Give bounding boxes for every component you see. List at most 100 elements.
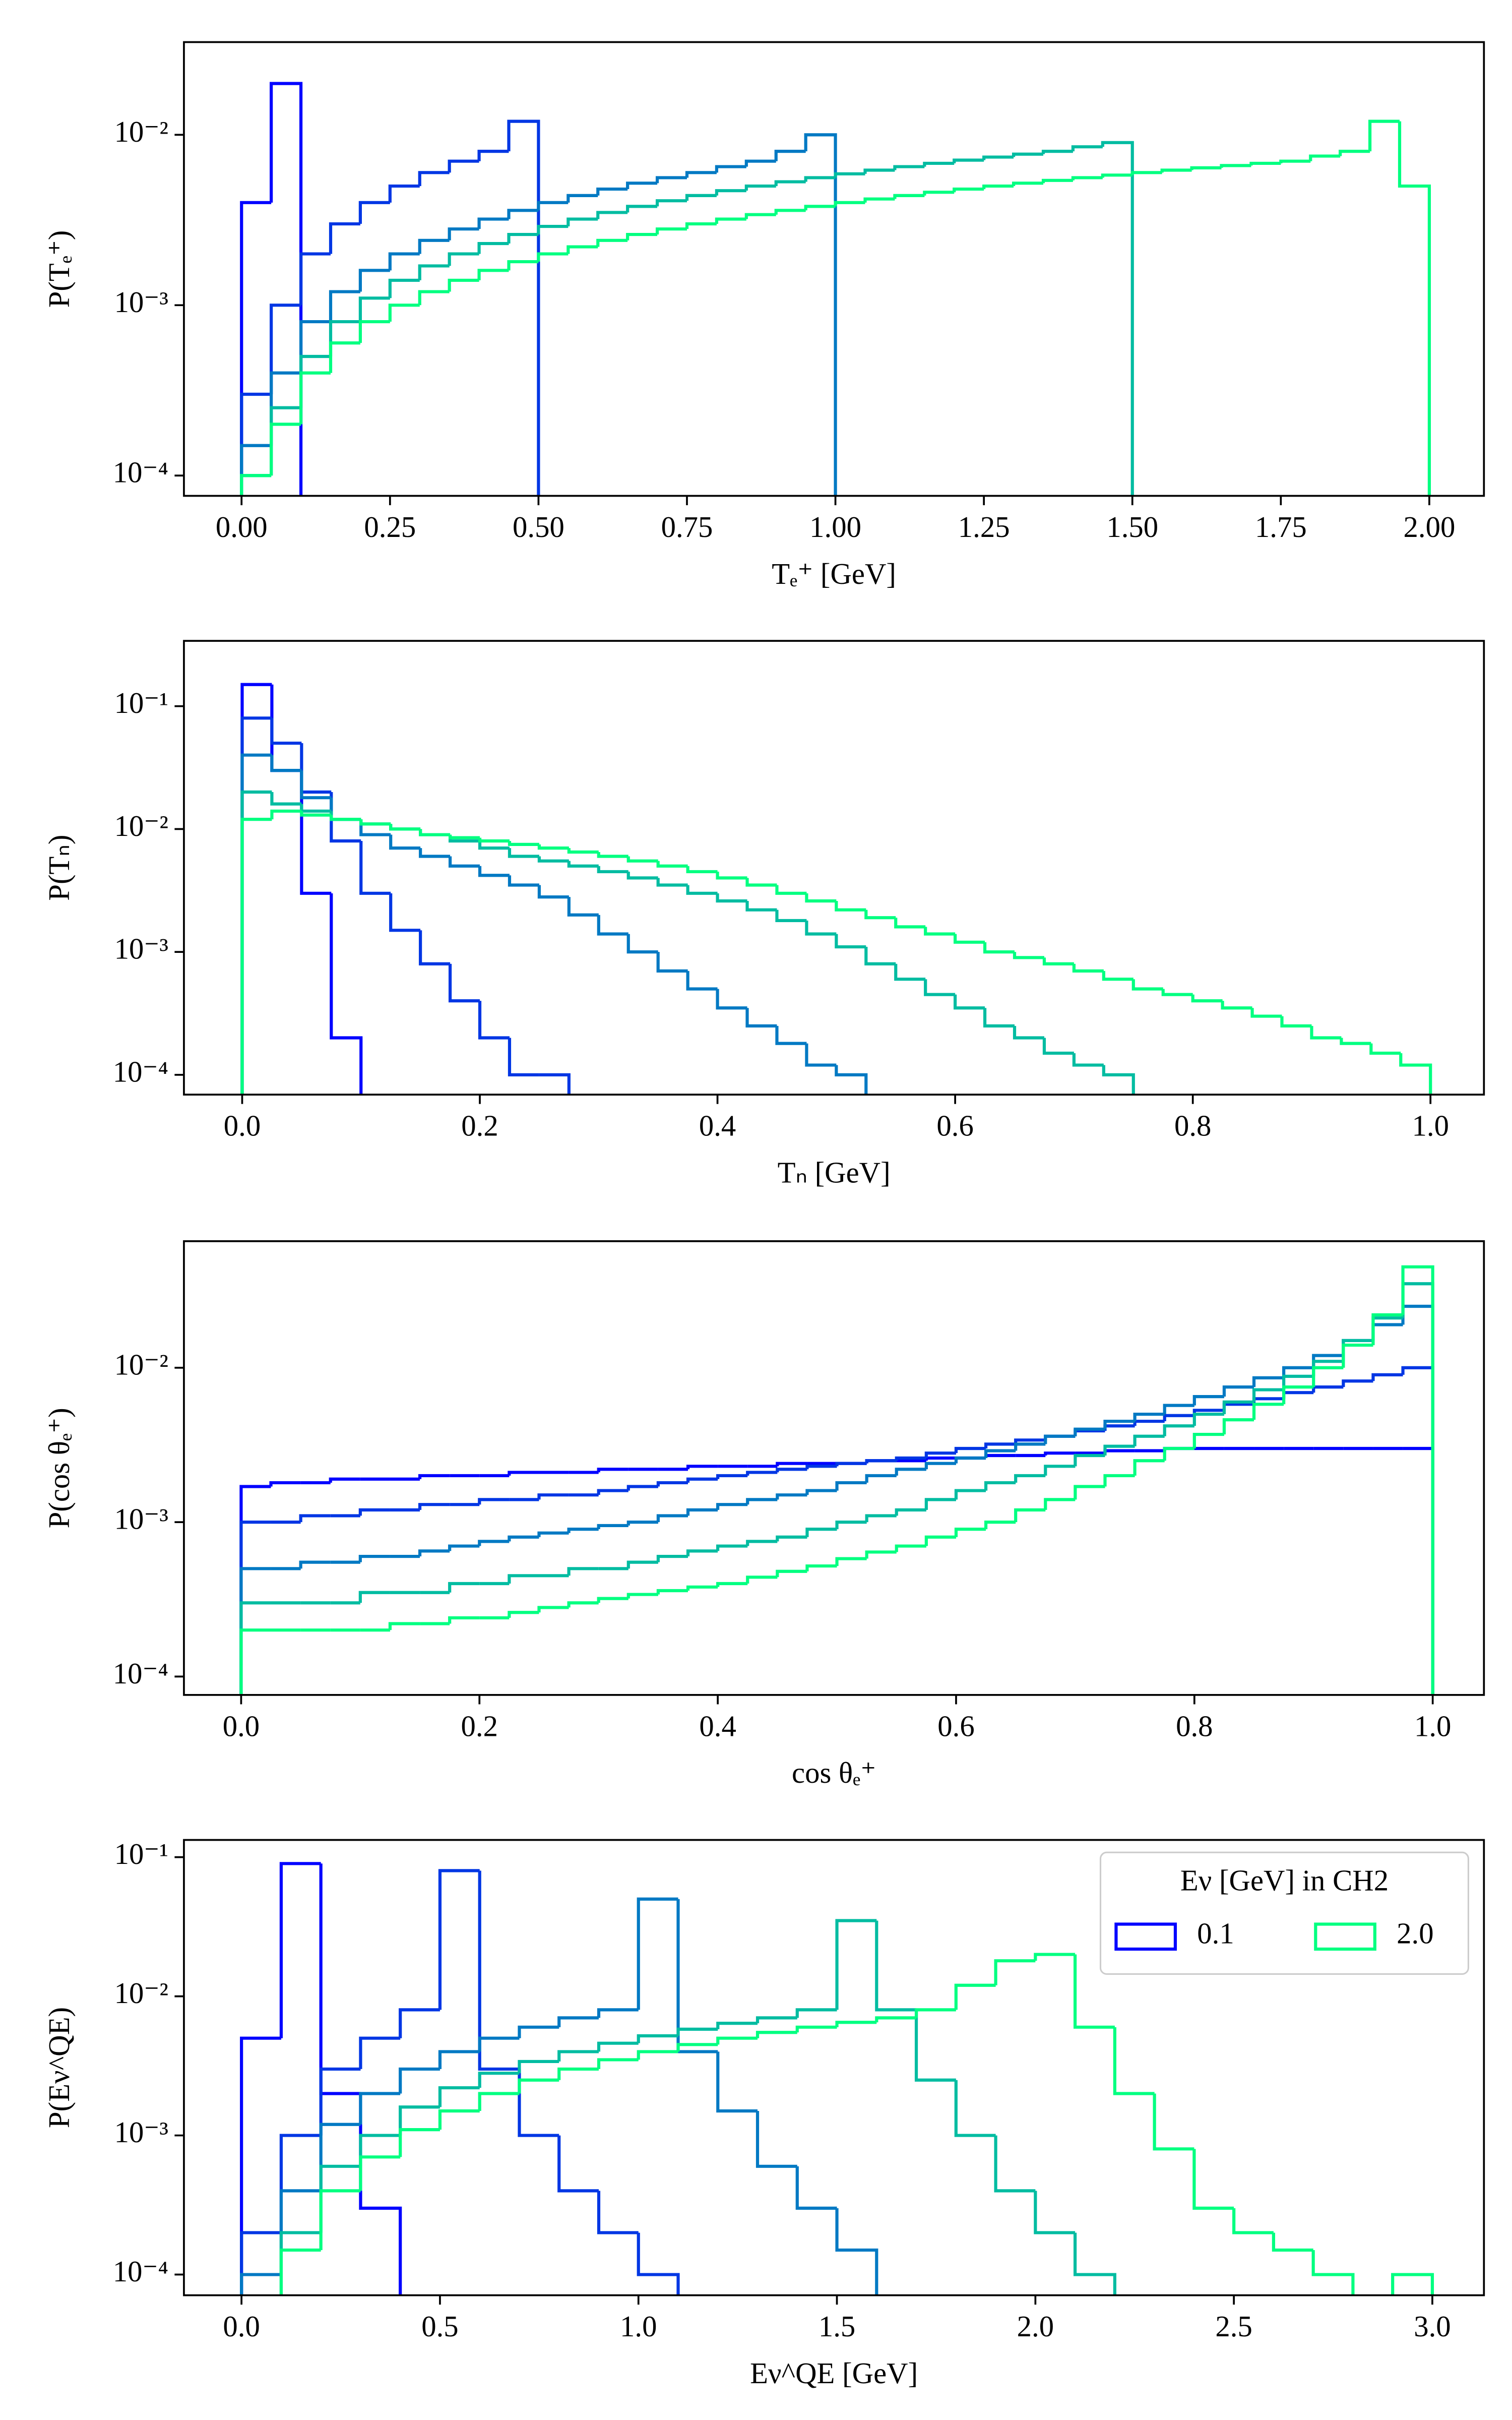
y-tick-label: 10⁻² xyxy=(114,115,168,148)
hist-step xyxy=(1133,1459,1165,1476)
hist-step xyxy=(358,1508,390,1516)
y-tick-label: 10⁻³ xyxy=(114,933,168,965)
hist-step xyxy=(240,474,272,496)
y-tick-label: 10⁻¹ xyxy=(114,1838,168,1870)
hist-step xyxy=(835,2021,877,2027)
hist-step xyxy=(716,2022,758,2029)
hist-step xyxy=(1371,1316,1403,1341)
hist-step xyxy=(834,172,865,178)
hist-step xyxy=(537,224,569,235)
hist-step xyxy=(1401,1366,1434,1695)
hist-step xyxy=(329,320,360,357)
hist-step xyxy=(686,885,718,895)
hist-step xyxy=(399,2067,440,2094)
hist-step xyxy=(1034,2191,1076,2234)
hist-step xyxy=(983,1008,1015,1027)
hist-step xyxy=(508,1038,539,1076)
hist-step xyxy=(330,815,361,821)
hist-step xyxy=(567,897,599,917)
hist-step xyxy=(537,201,569,211)
hist-step xyxy=(537,1493,569,1500)
hist-step xyxy=(597,1524,628,1530)
hist-step xyxy=(477,217,509,229)
hist-step xyxy=(389,893,421,932)
hist-step xyxy=(805,1528,837,1537)
hist-step xyxy=(805,1043,837,1067)
hist-step xyxy=(279,2248,321,2295)
hist-step xyxy=(270,406,301,476)
hist-step xyxy=(655,176,687,184)
x-tick-label: 0.8 xyxy=(1174,1110,1211,1142)
hist-step xyxy=(954,1983,996,2010)
hist-step xyxy=(1342,1379,1373,1387)
hist-step xyxy=(1368,119,1400,152)
hist-step xyxy=(557,2016,599,2027)
hist-step xyxy=(716,2051,758,2113)
hist-step xyxy=(478,1540,510,1546)
hist-step xyxy=(626,934,658,954)
hist-step xyxy=(240,201,272,496)
hist-step xyxy=(1192,1412,1224,1426)
hist-step xyxy=(300,743,332,794)
x-tick-label: 0.00 xyxy=(216,511,268,543)
x-tick-label: 0.5 xyxy=(421,2310,458,2343)
hist-step xyxy=(656,1514,688,1523)
hist-step xyxy=(359,819,391,836)
x-tick-label: 0.2 xyxy=(461,1110,498,1142)
y-tick-label: 10⁻⁴ xyxy=(113,1657,168,1690)
hist-step xyxy=(359,841,391,895)
hist-step xyxy=(239,1567,271,1695)
hist-step xyxy=(478,837,510,843)
hist-step xyxy=(716,2036,758,2045)
x-tick-label: 0.2 xyxy=(461,1710,498,1742)
hist-step xyxy=(597,2008,639,2018)
y-tick-label: 10⁻² xyxy=(114,810,168,842)
hist-step xyxy=(438,1869,480,2010)
hist-step xyxy=(399,2128,440,2157)
hist-step xyxy=(358,296,390,322)
hist-step xyxy=(448,278,479,292)
hist-step xyxy=(1222,1385,1254,1397)
x-tick-label: 1.0 xyxy=(1414,1710,1451,1742)
hist-step xyxy=(240,818,272,1095)
hist-step xyxy=(518,2060,559,2074)
hist-step xyxy=(805,1489,837,1495)
x-tick-label: 1.75 xyxy=(1255,511,1307,543)
hist-step xyxy=(299,252,331,306)
hist-step xyxy=(399,2105,440,2136)
hist-step xyxy=(1133,1434,1165,1446)
hist-step xyxy=(686,1508,718,1516)
hist-step xyxy=(1163,1404,1194,1415)
hist-step xyxy=(776,1569,807,1578)
hist-step xyxy=(804,205,836,211)
hist-step xyxy=(537,1531,569,1537)
hist-step xyxy=(637,2232,680,2295)
hist-step xyxy=(895,1544,926,1552)
hist-step xyxy=(1250,1008,1282,1018)
x-tick-label: 0.6 xyxy=(937,1710,974,1742)
hist-step xyxy=(954,934,985,944)
hist-step xyxy=(1072,963,1104,973)
hist-step xyxy=(1222,1400,1254,1415)
hist-step xyxy=(359,2155,401,2191)
hist-step xyxy=(537,885,569,899)
hist-step xyxy=(1074,1485,1105,1500)
hist-step xyxy=(776,1535,807,1542)
hist-step xyxy=(1044,1465,1076,1476)
hist-step xyxy=(716,893,747,903)
hist-step xyxy=(1074,1454,1105,1467)
hist-step xyxy=(1272,2232,1313,2252)
hist-step xyxy=(1391,2273,1434,2295)
hist-step xyxy=(775,910,807,923)
hist-step xyxy=(954,1528,986,1537)
hist-step xyxy=(418,264,450,280)
hist-step xyxy=(388,304,420,322)
hist-step xyxy=(1041,150,1073,154)
hist-step xyxy=(438,2109,480,2130)
hist-step xyxy=(924,1456,956,1461)
hist-step xyxy=(1222,1418,1254,1435)
hist-step xyxy=(1044,1451,1076,1456)
hist-step xyxy=(1282,1391,1314,1399)
hist-step xyxy=(954,2080,996,2137)
hist-step xyxy=(893,194,925,199)
